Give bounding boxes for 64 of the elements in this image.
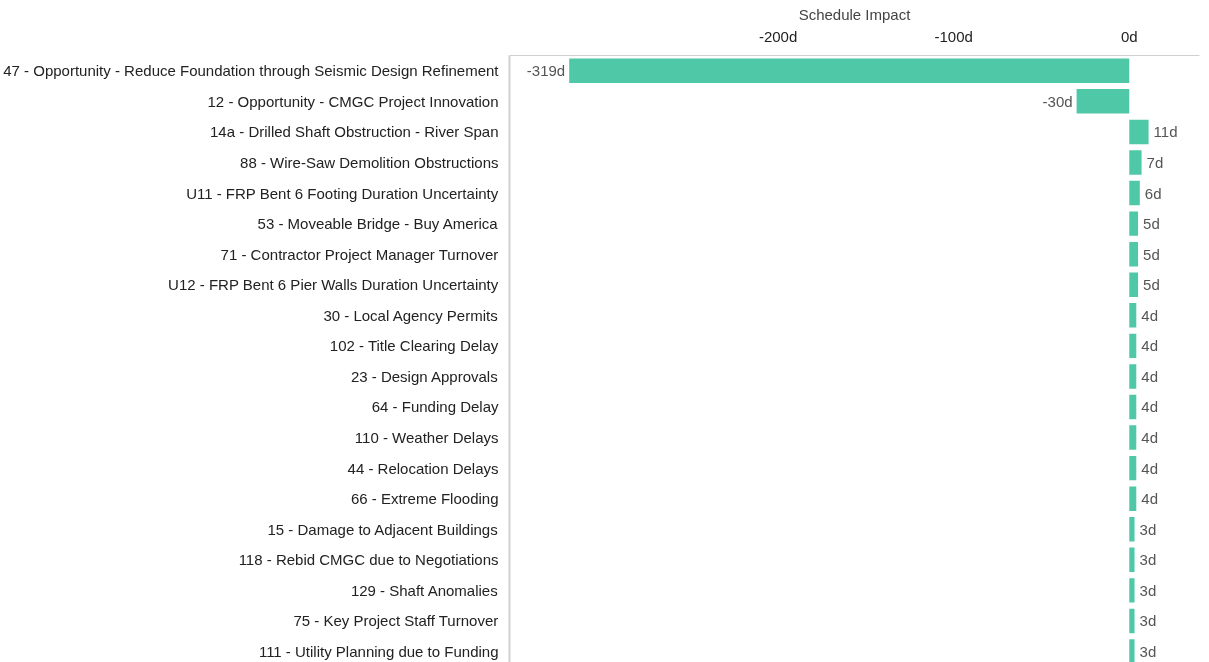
y-tick-label: 71 - Contractor Project Manager Turnover (220, 245, 499, 263)
y-tick-label: 118 - Rebid CMGC due to Negotiations (238, 551, 499, 569)
y-tick-label: 102 - Title Clearing Delay (329, 337, 499, 355)
data-label: 4d (1141, 337, 1158, 355)
bar (1129, 517, 1135, 542)
bar (1129, 150, 1142, 175)
y-tick-label: 129 - Shaft Anomalies (350, 581, 498, 599)
data-label: 5d (1143, 276, 1160, 294)
y-tick-label: 12 - Opportunity - CMGC Project Innovation (207, 92, 499, 110)
bar (1129, 639, 1135, 662)
y-tick-label: 44 - Relocation Delays (347, 459, 499, 477)
data-label: 4d (1141, 367, 1158, 385)
x-tick-label: 0d (1120, 27, 1138, 45)
bar (1129, 364, 1137, 389)
bar (1129, 578, 1135, 603)
data-label: 7d (1146, 153, 1164, 171)
bar (1129, 119, 1149, 145)
y-tick-label: 66 - Extreme Flooding (350, 490, 499, 508)
bar (1129, 303, 1137, 328)
bar (1129, 272, 1139, 297)
x-tick-label: -200d (758, 27, 798, 45)
data-label: 5d (1143, 245, 1160, 263)
x-tick-label: -100d (934, 27, 973, 45)
bar (1129, 608, 1135, 634)
y-tick-label: 23 - Design Approvals (350, 367, 498, 385)
y-tick-label: 110 - Weather Delays (354, 429, 499, 447)
y-tick-label: 53 - Moveable Bridge - Buy America (257, 215, 499, 233)
y-tick-label: 30 - Local Agency Permits (323, 306, 498, 324)
data-label: 4d (1141, 398, 1158, 416)
data-label: 4d (1141, 306, 1158, 324)
bar (1129, 486, 1137, 511)
data-label: 11d (1153, 123, 1178, 141)
y-tick-label: 88 - Wire-Saw Demolition Obstructions (240, 153, 499, 171)
data-label: 6d (1144, 184, 1162, 202)
data-label: 3d (1139, 520, 1157, 538)
data-label: 4d (1141, 429, 1158, 447)
bar (1076, 89, 1130, 114)
y-tick-label: 111 - Utility Planning due to Funding (258, 643, 499, 660)
bar (1129, 425, 1137, 450)
bar (1129, 241, 1139, 267)
y-tick-label: 75 - Key Project Staff Turnover (293, 612, 499, 630)
bar (1129, 547, 1135, 573)
data-label: 3d (1139, 612, 1157, 630)
bar (1129, 333, 1137, 359)
y-tick-label: 14a - Drilled Shaft Obstruction - River Span (210, 123, 499, 141)
x-axis-title: Schedule Impact (798, 5, 912, 23)
bar (569, 58, 1130, 84)
bar (1129, 211, 1139, 236)
data-label: 4d (1141, 459, 1158, 477)
data-label: -30d (1042, 92, 1073, 110)
bar (1129, 455, 1137, 481)
y-tick-label: U11 - FRP Bent 6 Footing Duration Uncertainty (186, 184, 499, 202)
y-tick-label: 47 - Opportunity - Reduce Foundation through Seismic Design Refinement (3, 62, 500, 80)
data-label: 3d (1139, 551, 1157, 569)
y-tick-label: 15 - Damage to Adjacent Buildings (267, 520, 498, 538)
data-label: 3d (1139, 581, 1157, 599)
data-label: 4d (1141, 490, 1158, 508)
y-tick-label: 64 - Funding Delay (371, 398, 499, 416)
y-tick-label: U12 - FRP Bent 6 Pier Walls Duration Uncertainty (168, 276, 499, 294)
data-label: -319d (526, 62, 566, 80)
bar (1129, 180, 1140, 206)
data-label: 3d (1139, 643, 1157, 660)
bar (1129, 394, 1137, 420)
data-label: 5d (1143, 215, 1160, 233)
